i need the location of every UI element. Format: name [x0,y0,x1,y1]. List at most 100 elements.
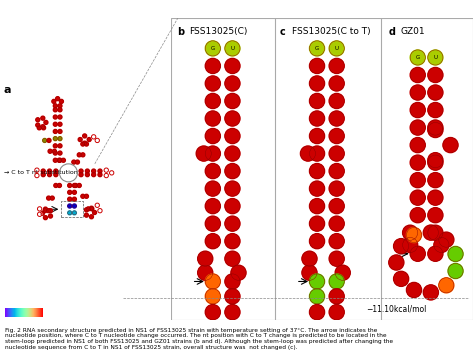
Circle shape [42,126,46,130]
Circle shape [98,173,102,177]
Circle shape [205,274,220,289]
Circle shape [84,213,88,217]
Circle shape [73,183,78,187]
Circle shape [225,58,240,74]
Circle shape [55,97,60,100]
Circle shape [410,50,425,65]
Circle shape [428,225,443,240]
Circle shape [236,324,251,339]
Circle shape [329,94,344,108]
Circle shape [310,58,325,74]
Circle shape [310,234,325,249]
Circle shape [428,122,443,138]
Circle shape [225,274,240,289]
Circle shape [319,345,334,360]
Circle shape [41,125,45,129]
Circle shape [104,168,109,172]
Circle shape [205,163,220,179]
Circle shape [48,209,53,213]
Circle shape [310,181,325,196]
Circle shape [95,203,100,207]
Circle shape [410,246,425,261]
Circle shape [84,142,89,146]
Circle shape [58,104,62,108]
Circle shape [90,206,93,210]
Circle shape [225,163,240,179]
Circle shape [301,335,316,349]
Circle shape [54,104,57,108]
Circle shape [225,76,240,91]
Circle shape [329,111,344,126]
Circle shape [37,207,42,211]
Circle shape [225,234,240,249]
Circle shape [53,151,57,155]
Circle shape [329,234,344,249]
Circle shape [68,204,72,208]
Circle shape [310,163,325,179]
Text: b: b [177,27,184,37]
Text: G: G [416,55,420,60]
Circle shape [393,239,409,254]
Circle shape [329,163,344,179]
Circle shape [205,76,220,91]
Circle shape [54,183,58,187]
Circle shape [329,181,344,196]
Circle shape [62,158,65,162]
Circle shape [204,342,219,357]
Circle shape [225,199,240,214]
Circle shape [310,94,325,108]
Circle shape [439,232,454,247]
Circle shape [225,111,240,126]
Circle shape [406,228,421,242]
Circle shape [81,194,85,198]
Circle shape [225,216,240,231]
Circle shape [82,141,87,145]
Circle shape [72,160,76,164]
Circle shape [43,209,47,213]
Circle shape [194,324,209,339]
Circle shape [44,216,47,219]
Circle shape [57,183,62,187]
Circle shape [46,209,51,213]
Circle shape [205,58,220,74]
Circle shape [54,169,58,173]
Circle shape [225,146,240,161]
Circle shape [87,138,91,142]
Circle shape [73,183,76,187]
Circle shape [329,41,344,56]
Circle shape [443,138,458,153]
Circle shape [37,212,42,217]
Circle shape [428,153,443,168]
Circle shape [410,67,425,83]
Circle shape [329,305,344,320]
Circle shape [82,134,87,138]
Text: FSS13025(C): FSS13025(C) [190,27,248,36]
Circle shape [410,155,425,170]
Circle shape [428,50,443,65]
Circle shape [198,251,213,266]
Circle shape [225,289,240,304]
Circle shape [40,211,44,215]
Circle shape [310,76,325,91]
Circle shape [439,278,454,293]
Circle shape [310,216,325,231]
Circle shape [406,282,421,297]
Circle shape [205,181,220,196]
Circle shape [205,289,220,304]
Circle shape [329,251,344,266]
Circle shape [310,289,325,304]
Circle shape [58,115,62,119]
Circle shape [75,160,80,164]
Circle shape [43,138,46,142]
Text: Fig. 2 RNA secondary structure predicted in NS1 of FSS13025 strain with temperat: Fig. 2 RNA secondary structure predicted… [5,328,393,350]
Circle shape [205,199,220,214]
Circle shape [225,181,240,196]
Circle shape [48,149,52,153]
Circle shape [389,255,404,270]
Circle shape [47,138,51,142]
Circle shape [329,76,344,91]
Circle shape [35,168,39,172]
Circle shape [86,207,90,211]
Circle shape [73,190,76,194]
Circle shape [205,216,220,231]
